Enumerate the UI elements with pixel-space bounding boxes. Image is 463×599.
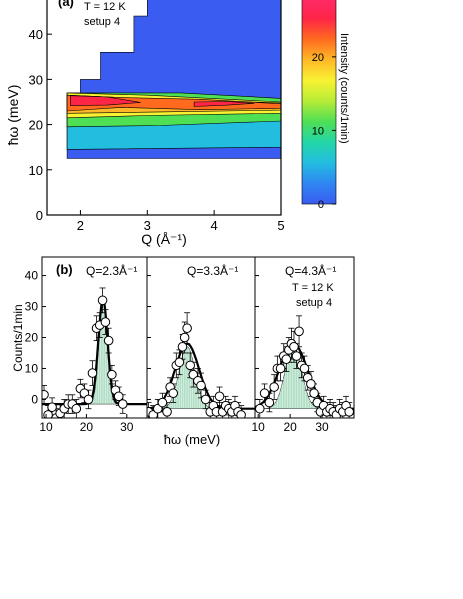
scan-plot-area-1 <box>42 287 147 418</box>
data-point <box>289 341 299 352</box>
data-point <box>177 341 188 352</box>
scan-y-tick-label-20: 20 <box>25 331 39 345</box>
data-point <box>174 357 185 368</box>
data-point <box>117 399 128 409</box>
data-point <box>299 363 310 374</box>
data-point <box>214 391 225 402</box>
data-point <box>162 407 172 417</box>
colorbar-label: Intensity (counts/1min) <box>338 33 350 144</box>
data-point <box>236 410 246 418</box>
colorbar-tick-label-0: 0 <box>318 199 324 211</box>
data-point <box>281 354 292 364</box>
intensity-band-5 <box>70 95 141 106</box>
data-point <box>113 391 124 402</box>
fit-curve <box>42 297 147 406</box>
data-point <box>275 363 286 374</box>
colorbar-gradient <box>301 0 337 205</box>
data-point <box>179 332 190 343</box>
data-point <box>100 317 111 327</box>
contour-temperature-annotation: T = 12 K <box>84 1 126 13</box>
data-point <box>344 407 354 417</box>
data-point <box>294 326 304 337</box>
data-point <box>182 323 192 334</box>
data-point <box>157 397 168 408</box>
contour-setup-annotation: setup 4 <box>84 16 120 28</box>
scan-plot-area-2 <box>147 312 255 418</box>
scan-subpanel-1: 10 20 30 <box>39 256 148 434</box>
scan-y-tick-label-0: 0 <box>31 392 38 406</box>
panel-a-label: (a) <box>58 0 74 9</box>
scan-y-tick-label-30: 30 <box>25 300 39 314</box>
data-point <box>103 335 114 346</box>
scan-y-tick-label-10: 10 <box>25 361 39 375</box>
contour-x-axis-label: Q (Å⁻¹) <box>141 231 187 247</box>
data-point <box>47 402 57 412</box>
scan-x-tick-label-30: 30 <box>315 420 329 434</box>
data-point <box>87 368 98 378</box>
scan-title-q43: Q=4.3Å⁻¹ <box>285 263 336 278</box>
y-tick-label-0: 0 <box>36 208 43 223</box>
data-point <box>83 394 94 405</box>
scan-x-tick-label-30: 30 <box>120 420 134 434</box>
data-point <box>264 397 275 408</box>
scan-title-q23: Q=2.3Å⁻¹ <box>86 263 137 278</box>
panel-b-label: (b) <box>56 262 73 277</box>
data-point <box>255 403 265 414</box>
data-point <box>306 379 316 389</box>
scan-setup-annotation: setup 4 <box>296 297 332 309</box>
scan-plot-area-3 <box>255 315 354 418</box>
colorbar: 0 10 20 Intensity (counts/1min) <box>301 0 350 211</box>
data-point <box>168 388 179 399</box>
y-tick-label-20: 20 <box>29 118 43 133</box>
contour-panel: 2 3 4 5 0 10 20 30 40 (a) T = 12 K setup 4 ħω (m… <box>5 0 285 247</box>
contour-y-axis-label: ħω (meV) <box>5 85 21 146</box>
intensity-band-6 <box>193 101 255 107</box>
colorbar-tick-label-20: 20 <box>312 52 324 64</box>
x-tick-label-5: 5 <box>277 218 284 233</box>
data-point <box>71 403 82 414</box>
contour-fills <box>66 0 281 159</box>
scan-subpanel-3: 10 20 30 <box>252 256 355 434</box>
data-point <box>200 394 211 405</box>
data-point <box>185 360 195 371</box>
scan-subpanel-2 <box>146 256 256 419</box>
scan-x-tick-label-10: 10 <box>252 420 266 434</box>
x-tick-label-4: 4 <box>211 218 218 233</box>
data-point <box>107 369 117 380</box>
colorbar-tick-label-10: 10 <box>312 125 324 137</box>
data-point <box>42 389 49 400</box>
contour-axis-ticks: 2 3 4 5 0 10 20 30 40 <box>29 27 285 233</box>
data-point <box>196 380 206 391</box>
scan-x-axis-label: ħω (meV) <box>164 432 220 447</box>
x-tick-label-2: 2 <box>77 218 84 233</box>
data-point <box>259 388 270 399</box>
y-tick-label-40: 40 <box>29 27 43 42</box>
contour-clip-group <box>66 0 281 159</box>
scan-temperature-annotation: T = 12 K <box>292 282 334 294</box>
scan-y-tick-label-40: 40 <box>25 269 39 283</box>
scan-x-tick-label-20: 20 <box>283 420 297 434</box>
scan-title-q33: Q=3.3Å⁻¹ <box>187 263 238 278</box>
colorbar-ticks: 0 10 20 <box>312 52 336 211</box>
contour-frame <box>46 0 282 216</box>
data-point <box>291 351 302 361</box>
scan-x-tick-label-10: 10 <box>39 420 53 434</box>
data-point <box>269 382 279 392</box>
x-tick-label-3: 3 <box>144 218 151 233</box>
scan-x-tick-label-20: 20 <box>80 420 94 434</box>
y-tick-label-10: 10 <box>29 163 43 178</box>
scan-y-axis-label: Counts/1min <box>11 304 25 371</box>
data-point <box>97 295 108 306</box>
data-point <box>309 388 319 399</box>
y-tick-label-30: 30 <box>29 72 43 87</box>
